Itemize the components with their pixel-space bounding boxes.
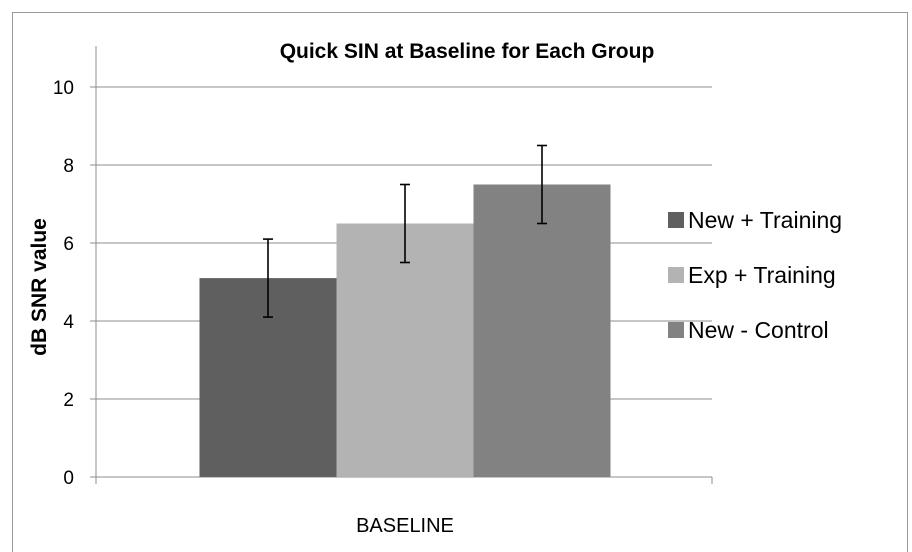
y-tick-label: 2 [63, 390, 74, 411]
bar-new-control [473, 184, 611, 477]
legend-swatch [668, 212, 684, 228]
bars [199, 184, 611, 477]
legend-label: Exp + Training [688, 262, 836, 288]
chart-title: Quick SIN at Baseline for Each Group [280, 40, 655, 63]
error-bars [263, 144, 547, 318]
y-tick-label: 4 [63, 312, 74, 333]
bar-exp-training [336, 223, 474, 477]
legend-label: New - Control [688, 317, 829, 343]
legend-swatch [668, 322, 684, 338]
y-tick-label: 8 [63, 156, 74, 177]
y-axis-label: dB SNR value [28, 218, 51, 356]
legend-label: New + Training [688, 207, 842, 233]
legend-swatch [668, 267, 684, 283]
legend: New + Training Exp + Training New - Contro… [668, 207, 842, 343]
y-tick-label: 10 [53, 78, 74, 99]
y-tick-labels: 0 2 4 6 8 10 [53, 78, 75, 489]
y-tick-label: 6 [63, 234, 74, 255]
x-category-label: BASELINE [356, 515, 454, 537]
y-tick-label: 0 [63, 468, 74, 489]
chart-frame [12, 12, 908, 552]
x-category-labels: BASELINE [356, 515, 454, 537]
